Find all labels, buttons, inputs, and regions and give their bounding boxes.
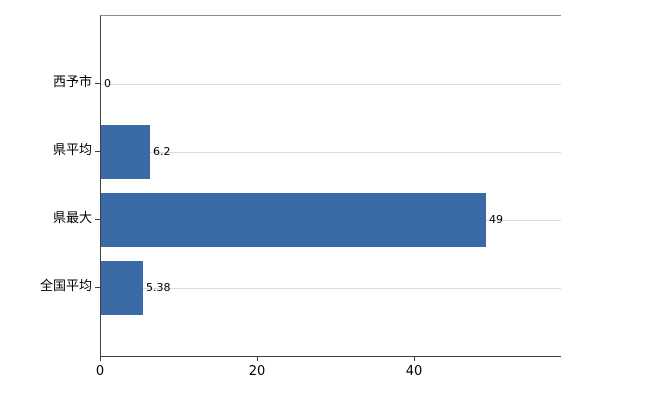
value-label: 0 bbox=[104, 77, 111, 90]
x-tick-label: 0 bbox=[95, 364, 105, 379]
category-gridline bbox=[101, 152, 561, 153]
plot-area: 0 6.2 49 5.38 bbox=[100, 15, 561, 357]
category-label: 県最大 bbox=[52, 211, 92, 226]
category-label: 全国平均 bbox=[39, 279, 92, 294]
category-gridline bbox=[101, 84, 561, 85]
x-tick-label: 20 bbox=[248, 364, 266, 379]
value-label: 49 bbox=[489, 213, 503, 226]
value-label: 6.2 bbox=[153, 145, 171, 158]
data-bar bbox=[101, 125, 150, 179]
category-gridline bbox=[101, 288, 561, 289]
category-label: 県平均 bbox=[52, 143, 92, 158]
data-bar bbox=[101, 193, 486, 247]
x-tick-label: 40 bbox=[405, 364, 423, 379]
value-label: 5.38 bbox=[146, 281, 171, 294]
data-bar bbox=[101, 261, 143, 315]
category-label: 西予市 bbox=[52, 75, 92, 90]
